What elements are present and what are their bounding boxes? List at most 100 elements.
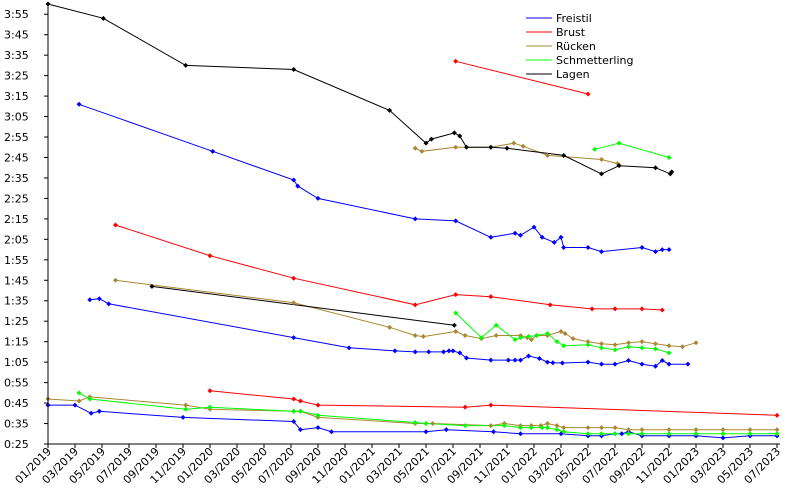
data-point-freistil	[426, 349, 432, 355]
data-point-freistil	[464, 355, 469, 361]
data-point-rcken	[488, 423, 494, 429]
data-point-rcken	[420, 334, 426, 340]
data-point-brust	[113, 222, 118, 228]
series-line-freistil	[78, 103, 669, 253]
legend-label: Brust	[556, 26, 586, 39]
data-point-freistil	[450, 348, 456, 354]
data-point-schmetterling	[626, 431, 631, 437]
series-line-rcken	[47, 396, 777, 431]
data-point-freistil	[441, 349, 447, 355]
data-point-rcken	[561, 425, 567, 431]
data-point-lagen	[100, 15, 106, 21]
data-point-lagen	[653, 165, 658, 171]
data-point-freistil	[512, 357, 518, 363]
data-point-brust	[291, 275, 297, 281]
y-tick-label: 0:45	[4, 397, 29, 410]
data-point-freistil	[443, 427, 449, 433]
data-point-rcken	[291, 300, 297, 306]
data-point-brust	[297, 398, 303, 404]
data-point-freistil	[545, 359, 550, 365]
data-point-rcken	[626, 340, 631, 346]
data-point-lagen	[291, 66, 297, 72]
data-point-rcken	[493, 333, 499, 339]
data-point-rcken	[585, 339, 591, 345]
x-axis-ticks: 01/201903/201905/201907/201909/201911/20…	[13, 444, 783, 486]
series-line-lagen	[47, 3, 673, 175]
data-point-rcken	[412, 145, 418, 151]
data-point-brust	[585, 91, 591, 97]
data-point-schmetterling	[666, 350, 672, 356]
data-point-schmetterling	[478, 335, 484, 341]
y-tick-label: 3:35	[4, 49, 29, 62]
data-point-schmetterling	[315, 412, 321, 418]
y-tick-label: 1:05	[4, 356, 29, 369]
y-axis-ticks: 0:25 0:35 0:45 0:55 1:05 1:15 1:25 1:35 1:45 1:55…	[4, 8, 48, 451]
data-point-schmetterling	[539, 425, 545, 431]
data-point-freistil	[291, 418, 297, 424]
y-tick-label: 0:55	[4, 377, 29, 390]
data-point-rcken	[599, 341, 604, 347]
data-point-freistil	[423, 429, 429, 435]
data-point-freistil	[685, 361, 691, 367]
data-point-schmetterling	[585, 342, 591, 348]
data-point-freistil	[720, 435, 726, 441]
data-point-rcken	[693, 427, 699, 433]
data-point-freistil	[659, 358, 665, 364]
data-point-rcken	[113, 277, 118, 283]
legend-label: Rücken	[556, 40, 596, 53]
data-point-freistil	[626, 358, 631, 364]
data-point-brust	[291, 396, 297, 402]
data-point-freistil	[558, 234, 564, 240]
data-point-rcken	[666, 343, 672, 349]
data-point-rcken	[183, 402, 189, 408]
data-point-lagen	[387, 107, 393, 113]
y-tick-label: 3:45	[4, 29, 29, 42]
y-tick-label: 2:55	[4, 131, 29, 144]
data-point-freistil	[666, 361, 672, 367]
data-point-brust	[453, 292, 459, 298]
series-line-brust	[455, 60, 589, 95]
data-point-lagen	[599, 171, 604, 177]
y-tick-label: 1:45	[4, 274, 29, 287]
data-point-freistil	[518, 431, 523, 437]
data-point-freistil	[291, 335, 297, 341]
y-tick-label: 2:05	[4, 233, 29, 246]
data-point-freistil	[491, 429, 496, 435]
series-line-brust	[115, 224, 663, 311]
data-point-freistil	[585, 245, 591, 251]
data-point-rcken	[430, 421, 436, 427]
data-point-lagen	[561, 152, 567, 158]
legend-label: Schmetterling	[556, 54, 633, 67]
data-point-lagen	[464, 144, 469, 150]
y-tick-label: 0:35	[4, 418, 29, 431]
data-point-schmetterling	[720, 431, 726, 437]
y-tick-label: 2:45	[4, 151, 29, 164]
data-point-brust	[547, 302, 553, 308]
data-point-rcken	[653, 341, 658, 347]
data-point-freistil	[488, 357, 494, 363]
data-point-freistil	[295, 183, 301, 189]
data-point-schmetterling	[76, 390, 82, 396]
data-point-schmetterling	[599, 345, 604, 351]
y-tick-label: 2:15	[4, 213, 29, 226]
data-point-schmetterling	[653, 346, 658, 352]
data-point-rcken	[520, 143, 526, 149]
data-point-freistil	[315, 425, 321, 431]
data-point-freistil	[599, 361, 604, 367]
data-point-freistil	[412, 216, 418, 222]
data-point-schmetterling	[747, 431, 753, 437]
data-point-schmetterling	[585, 431, 591, 437]
data-point-brust	[207, 388, 213, 394]
data-point-lagen	[423, 140, 429, 146]
data-point-schmetterling	[592, 146, 598, 152]
data-point-lagen	[428, 136, 434, 142]
data-point-schmetterling	[545, 330, 550, 336]
data-point-rcken	[639, 339, 645, 345]
data-point-schmetterling	[666, 154, 672, 160]
data-point-brust	[315, 402, 321, 408]
data-point-freistil	[559, 360, 565, 366]
data-point-freistil	[619, 431, 625, 437]
data-point-rcken	[554, 423, 560, 429]
data-point-schmetterling	[612, 347, 618, 353]
data-point-rcken	[76, 398, 82, 404]
